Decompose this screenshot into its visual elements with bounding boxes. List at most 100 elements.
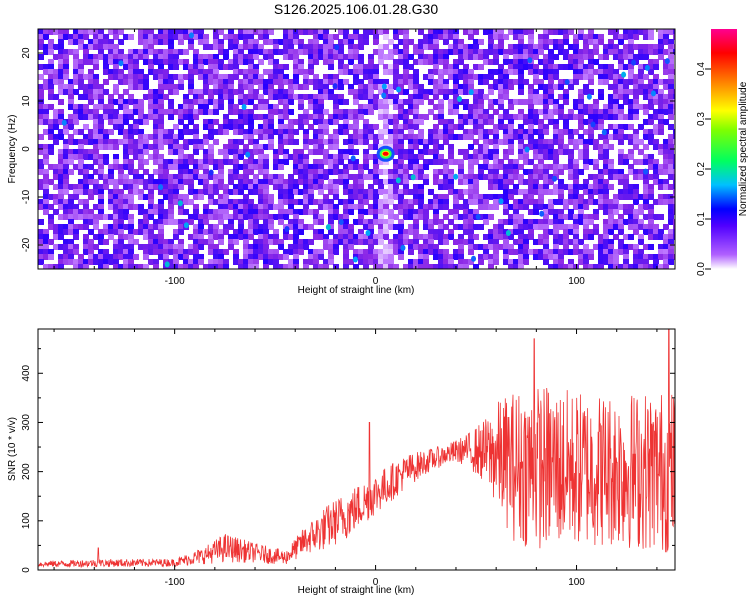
spectrogram-cell: [283, 194, 289, 200]
spectrogram-cell: [423, 89, 429, 95]
spectrogram-cell: [278, 219, 284, 225]
spectrogram-cell: [413, 259, 419, 265]
spectrogram-cell: [378, 159, 384, 165]
spectrogram-cell: [258, 154, 264, 160]
spectrogram-cell: [628, 64, 634, 70]
spectrogram-cell: [488, 139, 494, 145]
spectrogram-cell: [393, 44, 399, 50]
spectrogram-cell: [533, 189, 539, 195]
spectrogram-cell: [643, 264, 649, 269]
spectrogram-cell: [43, 44, 49, 50]
spectrogram-cell: [638, 204, 644, 210]
spectrogram-cell: [433, 169, 439, 175]
spectrogram-cell: [308, 174, 314, 180]
spectrogram-cell: [598, 119, 604, 125]
spectrogram-cell: [383, 139, 389, 145]
spectrogram-cell: [283, 229, 289, 235]
spectrogram-cell: [163, 84, 169, 90]
spectrogram-cell: [323, 54, 329, 60]
spectrogram-cell: [553, 134, 559, 140]
spectrogram-cell: [103, 89, 109, 95]
spectrogram-cell: [233, 199, 239, 205]
spectrogram-cell: [523, 134, 529, 140]
spectrogram-cell: [598, 144, 604, 150]
spectrogram-cell: [618, 214, 624, 220]
spectrogram-cell: [668, 59, 674, 65]
spectrogram-cell: [113, 239, 119, 245]
spectrogram-cell: [548, 189, 554, 195]
spectrogram-cell: [573, 184, 579, 190]
spectrogram-cell: [323, 184, 329, 190]
spectrogram-cell: [78, 169, 84, 175]
spectrogram-cell: [208, 239, 214, 245]
spectrogram-cell: [333, 94, 339, 100]
spectrogram-cell: [603, 239, 609, 245]
spectrogram-cell: [603, 179, 609, 185]
spectrogram-cell: [533, 209, 539, 215]
spectrogram-cell: [398, 189, 404, 195]
spectrogram-cell: [618, 204, 624, 210]
spectrogram-cell: [533, 64, 539, 70]
spectrogram-cell: [63, 174, 69, 180]
spectrogram-cell: [223, 94, 229, 100]
spectrogram-cell: [468, 199, 474, 205]
spectrogram-cell: [238, 109, 244, 115]
spectrogram-cell: [218, 174, 224, 180]
spectrogram-cell: [393, 129, 399, 135]
spectrogram-cell: [603, 184, 609, 190]
spectrogram-cell: [478, 149, 484, 155]
spectrogram-cell: [38, 204, 44, 210]
spectrogram-cell: [288, 139, 294, 145]
spectrogram-cell: [253, 144, 259, 150]
spectrogram-cell: [353, 239, 359, 245]
spectrogram-cell: [198, 64, 204, 70]
spectrogram-cell: [543, 94, 549, 100]
spectrogram-cell: [138, 129, 144, 135]
spectrogram-cell: [83, 89, 89, 95]
spectrogram-cell: [638, 169, 644, 175]
spectrogram-cell: [118, 244, 124, 250]
spectrogram-cell: [98, 54, 104, 60]
spectrogram-cell: [108, 54, 114, 60]
spectrogram-cell: [133, 74, 139, 80]
spectrogram-cell: [288, 209, 294, 215]
spectrogram-cell: [173, 139, 179, 145]
spectrogram-cell: [448, 129, 454, 135]
spectrogram-cell: [383, 159, 389, 165]
spectrogram-cell: [518, 39, 524, 45]
spectrogram-cell: [388, 39, 394, 45]
spectrogram-cell: [518, 109, 524, 115]
spectrogram-cell: [233, 184, 239, 190]
spectrogram-cell: [348, 54, 354, 60]
spectrogram-cell: [543, 34, 549, 40]
spectrogram-y-tick-label: -10: [21, 189, 32, 204]
spectrogram-cell: [413, 94, 419, 100]
spectrogram-cell: [348, 159, 354, 165]
spectrogram-cell: [453, 134, 459, 140]
spectrogram-cell: [478, 129, 484, 135]
spectrogram-cell: [253, 249, 259, 255]
spectrogram-cell: [98, 229, 104, 235]
spectrogram-cell: [548, 154, 554, 160]
spectrogram-cell: [393, 264, 399, 269]
spectrogram-cell: [538, 44, 544, 50]
spectrogram-cell: [668, 29, 674, 35]
spectrogram-cell: [68, 219, 74, 225]
spectrogram-cell: [663, 119, 669, 125]
spectrogram-spot: [453, 173, 459, 180]
spectrogram-cell: [618, 239, 624, 245]
spectrogram-cell: [373, 144, 379, 150]
spectrogram-cell: [93, 44, 99, 50]
spectrogram-cell: [268, 249, 274, 255]
spectrogram-cell: [73, 79, 79, 85]
spectrogram-cell: [298, 189, 304, 195]
spectrogram-cell: [238, 154, 244, 160]
spectrogram-cell: [243, 109, 249, 115]
spectrogram-cell: [408, 54, 414, 60]
spectrogram-cell: [508, 229, 514, 235]
spectrogram-cell: [623, 209, 629, 215]
spectrogram-cell: [513, 224, 519, 230]
spectrogram-cell: [458, 59, 464, 65]
spectrogram-cell: [378, 179, 384, 185]
spectrogram-cell: [543, 219, 549, 225]
